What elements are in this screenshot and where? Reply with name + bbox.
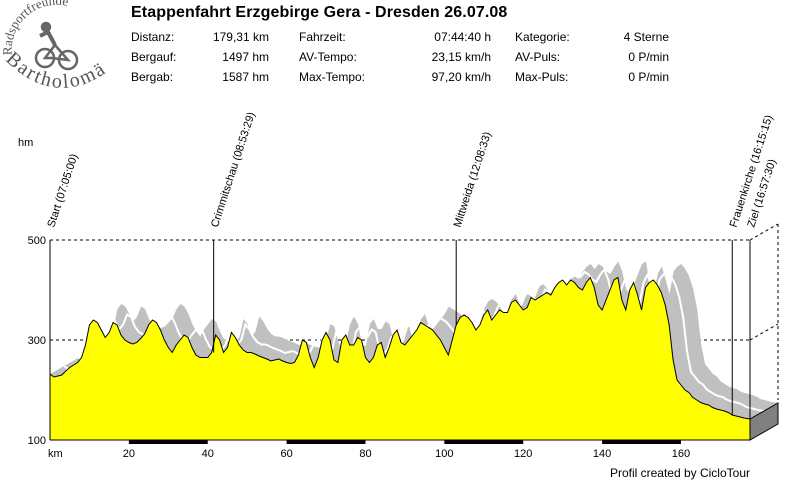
y-tick-label: 500 (28, 235, 46, 247)
stat-label: AV-Puls: (515, 50, 561, 64)
y-tick-label: 300 (28, 335, 46, 347)
cyclist-icon (34, 21, 79, 71)
elevation-area (50, 277, 750, 440)
stat-value: 0 P/min (628, 70, 669, 84)
club-logo: Radsportfreunde Bartholomä (0, 0, 120, 100)
y-axis-label: hm (18, 137, 33, 149)
gridline-depth (749, 323, 779, 341)
y-tick-label: 100 (28, 435, 46, 447)
profile-credit: Profil created by CicloTour (609, 466, 750, 480)
x-tick-label: 140 (593, 448, 611, 460)
profile-end-face (749, 402, 779, 441)
marker-label: Mittweida (12:08:33) (452, 130, 494, 229)
stats-table: Distanz: 179,31 km Fahrzeit: 07:44:40 h … (131, 30, 676, 90)
stat-label: Bergab: (131, 70, 174, 84)
profile-depth (50, 261, 778, 419)
km-bar-segment (128, 440, 208, 444)
stat-value: 179,31 km (212, 30, 269, 44)
logo-text-top: Radsportfreunde (0, 0, 70, 55)
x-tick-label: 100 (435, 448, 453, 460)
gridline-depth (749, 223, 779, 241)
stat-value: 97,20 km/h (431, 70, 491, 84)
x-tick-label: 20 (123, 448, 135, 460)
stat-value: 07:44:40 h (434, 30, 491, 44)
stat-label: Bergauf: (131, 50, 177, 64)
x-tick-label: 160 (672, 448, 690, 460)
km-bar-segment (286, 440, 366, 444)
km-bar-segment (602, 440, 681, 444)
marker-label: Start (07:05:00) (45, 153, 80, 229)
stat-value: 0 P/min (628, 50, 669, 64)
profile-depth-highlight (63, 267, 765, 412)
stat-value: 23,15 km/h (431, 50, 491, 64)
stat-label: Fahrzeit: (299, 30, 346, 44)
x-tick-label: 80 (359, 448, 371, 460)
stat-value: 1497 hm (222, 50, 269, 64)
logo-text-bottom: Bartholomä (2, 48, 111, 93)
stats-row: Bergab: 1587 hm Max-Tempo: 97,20 km/h Ma… (131, 70, 676, 90)
stat-label: Max-Tempo: (299, 70, 366, 84)
km-bar-segment (444, 440, 524, 444)
stat-label: Distanz: (131, 30, 175, 44)
stat-label: Max-Puls: (515, 70, 569, 84)
page-title: Etappenfahrt Erzgebirge Gera - Dresden 2… (131, 4, 508, 21)
stats-row: Bergauf: 1497 hm AV-Tempo: 23,15 km/h AV… (131, 50, 676, 70)
stats-row: Distanz: 179,31 km Fahrzeit: 07:44:40 h … (131, 30, 676, 50)
x-tick-label: 60 (280, 448, 292, 460)
stat-value: 1587 hm (222, 70, 269, 84)
x-tick-label: 40 (202, 448, 214, 460)
stat-label: Kategorie: (515, 30, 570, 44)
stat-value: 4 Sterne (623, 30, 669, 44)
marker-label: Crimmitschau (08:53:29) (209, 111, 258, 229)
elevation-line (49, 276, 751, 420)
x-tick-label: 120 (514, 448, 532, 460)
x-axis-label: km (48, 448, 63, 460)
stat-label: AV-Tempo: (299, 50, 357, 64)
